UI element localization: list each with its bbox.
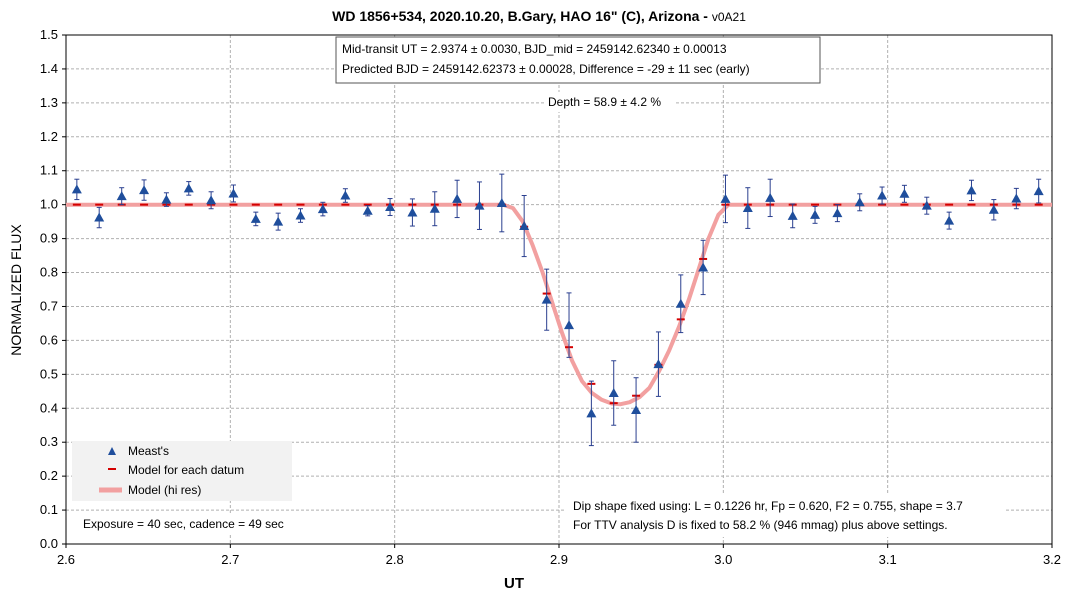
measurement-point [944, 215, 955, 225]
depth-annotation: Depth = 58.9 ± 4.2 % [548, 95, 661, 109]
chart-title: WD 1856+534, 2020.10.20, B.Gary, HAO 16"… [332, 8, 746, 24]
y-axis-label: NORMALIZED FLUX [8, 224, 24, 356]
measurement-point [452, 193, 463, 203]
measurement-point [608, 387, 619, 397]
x-tick-label: 2.7 [221, 552, 239, 567]
measurement-point [854, 197, 865, 207]
measurement-point [273, 216, 284, 226]
measurement-point [161, 194, 172, 204]
measurement-point [675, 298, 686, 308]
exposure-annotation: Exposure = 40 sec, cadence = 49 sec [83, 517, 284, 531]
measurement-point [541, 294, 552, 304]
y-tick-label: 0.6 [40, 332, 58, 347]
measurement-point [698, 262, 709, 272]
x-tick-label: 2.6 [57, 552, 75, 567]
measurement-point [877, 190, 888, 200]
measurement-point [653, 359, 664, 369]
plot-area-frame [65, 34, 1053, 545]
x-axis-label: UT [504, 575, 524, 592]
y-tick-label: 1.3 [40, 95, 58, 110]
depth-label-background [545, 92, 675, 112]
measurement-point [988, 204, 999, 214]
measurement-point [71, 184, 82, 194]
measurement-point [139, 185, 150, 195]
measurement-point [1033, 186, 1044, 196]
transit-info-line-1: Mid-transit UT = 2.9374 ± 0.0030, BJD_mi… [342, 42, 727, 56]
y-tick-label: 1.0 [40, 197, 58, 212]
y-tick-label: 1.1 [40, 163, 58, 178]
y-tick-label: 0.8 [40, 265, 58, 280]
measurement-point [564, 320, 575, 330]
measurement-point [295, 210, 306, 220]
measurement-point [1011, 193, 1022, 203]
measurement-point [966, 185, 977, 195]
measurement-point [429, 203, 440, 213]
measurement-point [228, 188, 239, 198]
measurement-point [362, 205, 373, 215]
x-tick-label: 3.1 [879, 552, 897, 567]
measurement-point [340, 190, 351, 200]
measurement-point [183, 183, 194, 193]
measurement-point [765, 192, 776, 202]
measurement-markers [71, 173, 1044, 447]
transit-info-box [335, 36, 821, 84]
measurement-point [921, 200, 932, 210]
legend-meast-label: Meast's [128, 444, 169, 458]
measurement-point [586, 408, 597, 418]
x-tick-label: 3.2 [1043, 552, 1061, 567]
chart-title-version: v0A21 [712, 10, 746, 24]
measurement-point [317, 204, 328, 214]
dip-shape-box-background [565, 493, 1005, 537]
measurement-point [720, 193, 731, 203]
x-tick-label: 3.0 [714, 552, 732, 567]
measurement-point [206, 195, 217, 205]
y-tick-label: 0.5 [40, 366, 58, 381]
y-tick-label: 1.5 [40, 27, 58, 42]
measurement-point [116, 191, 127, 201]
legend-model-datum-label: Model for each datum [128, 463, 244, 477]
model-hi-res-line [66, 202, 1052, 407]
measurement-point [94, 212, 105, 222]
x-tick-labels: 2.6 2.7 2.8 2.9 3.0 3.1 3.2 [57, 552, 1061, 567]
legend-meast-triangle-icon [108, 447, 116, 455]
y-tick-label: 0.7 [40, 298, 58, 313]
model-hi-res-curve [66, 202, 1052, 407]
dip-shape-line-2: For TTV analysis D is fixed to 58.2 % (9… [573, 518, 948, 532]
measurement-point [407, 207, 418, 217]
measurement-point [742, 203, 753, 213]
y-tick-label: 0.2 [40, 468, 58, 483]
measurement-point [385, 202, 396, 212]
x-tick-label: 2.9 [550, 552, 568, 567]
y-tick-label: 0.1 [40, 502, 58, 517]
legend-model-hires-label: Model (hi res) [128, 483, 201, 497]
y-tick-labels: 0.0 0.1 0.2 0.3 0.4 0.5 0.6 0.7 0.8 0.9 1.0 1.1 1.2 1… [40, 27, 58, 551]
measurement-point [519, 221, 530, 231]
y-tick-label: 0.3 [40, 434, 58, 449]
chart-title-main: WD 1856+534, 2020.10.20, B.Gary, HAO 16"… [332, 8, 712, 24]
y-tick-label: 1.2 [40, 129, 58, 144]
measurement-point [496, 197, 507, 207]
y-tick-label: 0.9 [40, 231, 58, 246]
measurement-point [810, 209, 821, 219]
y-tick-label: 0.4 [40, 400, 58, 415]
measurement-point [474, 200, 485, 210]
dip-shape-line-1: Dip shape fixed using: L = 0.1226 hr, Fp… [573, 499, 963, 513]
exposure-label-background [75, 513, 307, 535]
measurement-point [787, 210, 798, 220]
measurement-point [899, 188, 910, 198]
measurement-point [631, 404, 642, 414]
y-tick-label: 0.0 [40, 536, 58, 551]
x-tick-label: 2.8 [386, 552, 404, 567]
transit-info-line-2: Predicted BJD = 2459142.62373 ± 0.00028,… [342, 62, 750, 76]
measurement-point [250, 213, 261, 223]
y-tick-label: 1.4 [40, 61, 58, 76]
measurement-point [832, 208, 843, 218]
